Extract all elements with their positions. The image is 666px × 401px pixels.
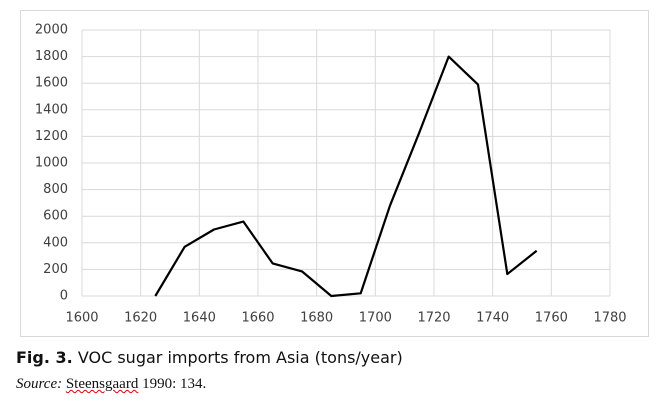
x-tick-label: 1780 (593, 311, 626, 326)
x-tick-label: 1660 (241, 311, 274, 326)
source: Source: Steensgaard 1990: 134. (16, 376, 206, 393)
y-tick-label: 1000 (35, 156, 68, 171)
y-tick-label: 400 (43, 235, 68, 250)
x-tick-label: 1720 (417, 311, 450, 326)
chart: 0 200 400 600 800 1000 1200 1400 1600 1800 2000 160… (20, 10, 649, 337)
x-tick-label: 1640 (183, 311, 216, 326)
data-line (154, 55, 538, 298)
y-tick-label: 1800 (35, 49, 68, 64)
caption-label: Fig. 3. (16, 348, 73, 367)
caption: Fig. 3. VOC sugar imports from Asia (ton… (16, 348, 403, 367)
y-tick-label: 800 (43, 182, 68, 197)
caption-text: VOC sugar imports from Asia (tons/year) (77, 348, 403, 367)
source-text: Steensgaard 1990: 134. (65, 376, 207, 392)
y-tick-label: 2000 (35, 23, 68, 38)
source-label: Source: (16, 376, 63, 392)
x-tick-label: 1740 (476, 311, 509, 326)
x-tick-label: 1680 (300, 311, 333, 326)
y-tick-label: 1200 (35, 129, 68, 144)
y-tick-label: 0 (60, 289, 68, 304)
y-tick-label: 1600 (35, 76, 68, 91)
chart-frame (20, 10, 649, 337)
y-tick-label: 200 (43, 262, 68, 277)
x-tick-label: 1700 (359, 311, 392, 326)
x-tick-label: 1620 (124, 311, 157, 326)
x-tick-label: 1760 (535, 311, 568, 326)
y-tick-label: 600 (43, 209, 68, 224)
x-tick-label: 1600 (65, 311, 98, 326)
y-tick-label: 1400 (35, 102, 68, 117)
